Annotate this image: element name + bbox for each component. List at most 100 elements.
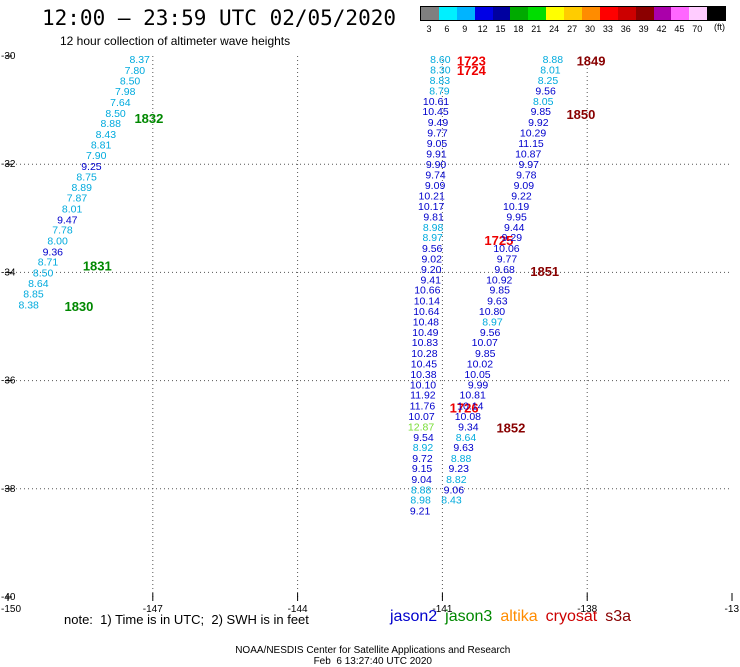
scale-cell xyxy=(689,7,708,20)
scale-label: 9 xyxy=(462,24,468,34)
y-tick-label: -30 xyxy=(1,51,16,62)
swh-value-jason3: 8.50 xyxy=(33,267,54,279)
swh-value-s3a: 10.07 xyxy=(472,337,498,349)
satellite-legend: jason2 jason3 altika cryosat s3a xyxy=(390,608,639,626)
swh-value-jason3: 7.80 xyxy=(125,65,146,77)
legend-jason3: jason3 xyxy=(445,608,493,625)
swh-value-jason3: 8.37 xyxy=(129,54,150,66)
swh-value-jason3: 7.90 xyxy=(86,150,107,162)
swh-value-s3a: 9.29 xyxy=(502,232,523,244)
scale-cell xyxy=(653,7,672,20)
swh-value-s3a: 9.63 xyxy=(453,442,474,454)
swh-value-s3a: 10.02 xyxy=(467,358,493,370)
swh-value-s3a: 8.64 xyxy=(456,432,477,444)
swh-value-jason3: 8.75 xyxy=(76,172,97,184)
x-tick-label: -141 xyxy=(432,604,452,615)
credit-line: NOAA/NESDIS Center for Satellite Applica… xyxy=(0,634,740,667)
swh-value-cryosat: 10.28 xyxy=(411,348,437,360)
swh-value-cryosat: 8.60 xyxy=(430,54,451,66)
scale-label: 3 xyxy=(426,24,432,34)
swh-value-s3a: 9.34 xyxy=(458,422,479,434)
swh-value-cryosat: 10.17 xyxy=(418,201,444,213)
pass-time-label-cryosat: 1725 xyxy=(484,233,513,248)
scale-label: 45 xyxy=(674,24,685,34)
swh-value-jason3: 9.47 xyxy=(57,214,78,226)
swh-value-s3a: 8.88 xyxy=(543,54,564,66)
swh-value-cryosat: 9.91 xyxy=(426,148,447,160)
scale-cell xyxy=(474,7,493,20)
swh-value-jason3: 7.87 xyxy=(67,193,88,205)
swh-value-jason3: 8.38 xyxy=(18,299,39,311)
swh-value-s3a: 10.80 xyxy=(479,306,505,318)
pass-time-label-jason3: 1832 xyxy=(134,111,163,126)
legend-altika: altika xyxy=(500,608,538,625)
swh-value-s3a: 10.05 xyxy=(464,369,490,381)
scale-label: 27 xyxy=(567,24,578,34)
swh-value-jason3: 8.50 xyxy=(120,75,141,87)
scale-cell xyxy=(582,7,600,20)
swh-value-cryosat: 10.48 xyxy=(413,317,439,329)
pass-time-label-s3a: 1850 xyxy=(566,107,595,122)
credit-org: NOAA/NESDIS Center for Satellite Applica… xyxy=(235,645,511,656)
swh-value-s3a: 9.56 xyxy=(535,86,556,98)
swh-value-cryosat: 10.83 xyxy=(412,337,438,349)
swh-value-cryosat: 9.72 xyxy=(412,453,433,465)
swh-value-jason3: 8.89 xyxy=(72,182,93,194)
swh-value-s3a: 9.06 xyxy=(444,484,465,496)
swh-value-cryosat: 9.54 xyxy=(413,432,434,444)
swh-value-jason3: 8.50 xyxy=(105,108,126,120)
x-tick-label: -144 xyxy=(288,604,308,615)
swh-value-s3a: 11.15 xyxy=(518,138,544,150)
swh-value-cryosat: 9.02 xyxy=(421,253,442,265)
credit-time: Feb 6 13:27:40 UTC 2020 xyxy=(313,656,432,667)
scale-label: 39 xyxy=(638,24,649,34)
scale-cell xyxy=(510,7,529,20)
footer-note: note: 1) Time is in UTC; 2) SWH is in fe… xyxy=(64,612,309,627)
swh-value-jason3: 8.43 xyxy=(96,129,117,141)
swh-value-jason3: 9.36 xyxy=(43,246,64,258)
swh-value-s3a: 9.85 xyxy=(531,106,552,118)
swh-value-cryosat: 9.77 xyxy=(427,127,448,139)
scale-label: 36 xyxy=(620,24,631,34)
swh-value-cryosat: 11.92 xyxy=(410,390,436,402)
chart-title: 12:00 – 23:59 UTC 02/05/2020 xyxy=(42,6,397,30)
swh-value-s3a: 9.09 xyxy=(514,180,535,192)
swh-value-cryosat: 9.49 xyxy=(428,117,449,129)
swh-value-s3a: 9.63 xyxy=(487,296,508,308)
legend-s3a: s3a xyxy=(605,608,632,625)
scale-label: 12 xyxy=(477,24,488,34)
pass-time-label-s3a: 1851 xyxy=(530,264,559,279)
scale-cell xyxy=(707,7,726,20)
swh-value-cryosat: 10.61 xyxy=(423,96,449,108)
color-scale-labels: 3 6 9 12 15 18 21 24 27 30 33 36 39 42 45 70 xyxy=(420,24,726,34)
scale-cell xyxy=(546,7,565,20)
swh-value-cryosat: 8.98 xyxy=(410,495,431,507)
swh-value-cryosat: 8.79 xyxy=(429,86,450,98)
scale-label: 18 xyxy=(513,24,524,34)
swh-value-cryosat: 12.87 xyxy=(408,422,434,434)
scale-label: 33 xyxy=(602,24,613,34)
swh-value-cryosat: 9.21 xyxy=(410,505,431,517)
swh-value-jason3: 7.78 xyxy=(52,225,73,237)
swh-value-cryosat: 11.76 xyxy=(410,400,436,412)
swh-value-cryosat: 8.92 xyxy=(413,442,434,454)
pass-time-label-cryosat: 1723 xyxy=(457,53,486,68)
x-tick-label: -138 xyxy=(577,604,597,615)
swh-value-cryosat: 9.09 xyxy=(425,180,446,192)
swh-value-s3a: 8.43 xyxy=(441,495,462,507)
swh-value-cryosat: 10.66 xyxy=(414,285,440,297)
swh-value-s3a: 10.92 xyxy=(486,274,512,286)
swh-value-s3a: 8.25 xyxy=(538,75,559,87)
scale-label: 15 xyxy=(495,24,506,34)
x-tick-label: -13 xyxy=(725,604,740,615)
swh-value-cryosat: 8.97 xyxy=(422,232,443,244)
swh-value-s3a: 9.85 xyxy=(490,285,511,297)
swh-value-cryosat: 10.45 xyxy=(411,358,437,370)
swh-value-jason3: 8.64 xyxy=(28,278,49,290)
scale-label: 6 xyxy=(444,24,450,34)
y-tick-label: -32 xyxy=(1,159,16,170)
swh-value-s3a: 10.29 xyxy=(520,127,546,139)
swh-value-cryosat: 9.81 xyxy=(423,212,444,224)
swh-value-cryosat: 9.20 xyxy=(421,264,442,276)
swh-value-cryosat: 10.38 xyxy=(410,369,436,381)
